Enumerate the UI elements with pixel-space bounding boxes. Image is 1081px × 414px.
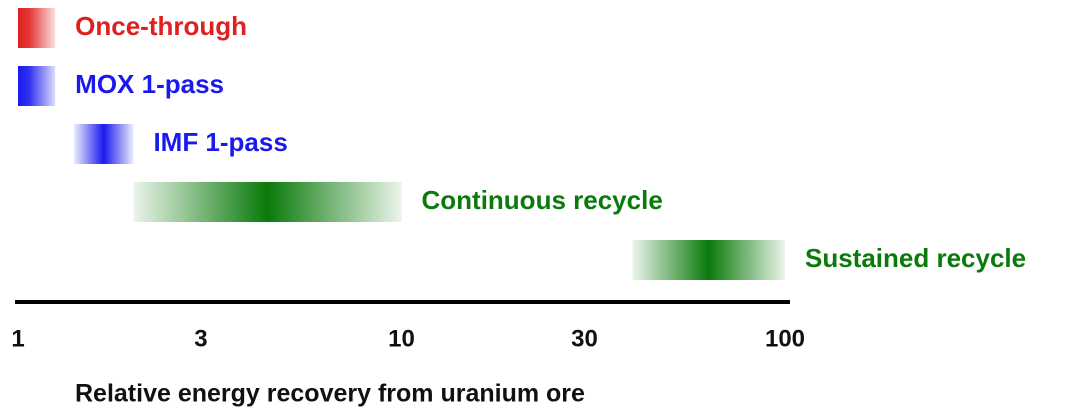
range-bar <box>18 8 56 48</box>
x-axis-label: Relative energy recovery from uranium or… <box>75 380 585 408</box>
range-bar <box>632 240 785 280</box>
range-bar <box>133 182 402 222</box>
range-bar <box>74 124 134 164</box>
x-tick-label: 30 <box>571 325 598 352</box>
x-tick-label: 1 <box>11 325 24 352</box>
range-bar <box>18 66 56 106</box>
x-tick-label: 3 <box>194 325 207 352</box>
x-tick-label: 10 <box>388 325 415 352</box>
bar-label: Continuous recycle <box>422 185 663 215</box>
bar-label: IMF 1-pass <box>153 127 287 157</box>
bar-label: Once-through <box>75 11 247 41</box>
bar-label: MOX 1-pass <box>75 69 224 99</box>
x-tick-label: 100 <box>765 325 805 352</box>
bar-label: Sustained recycle <box>805 243 1026 273</box>
